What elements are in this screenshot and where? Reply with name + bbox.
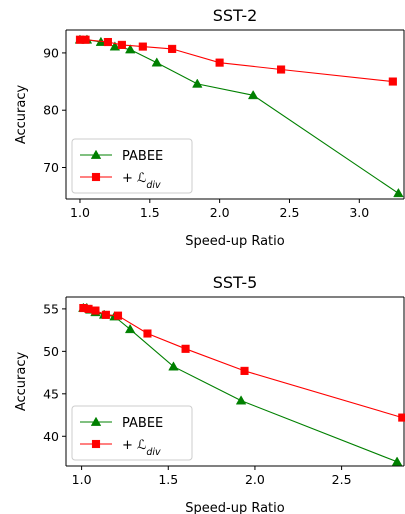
x-tick-label: 1.5 [158,472,178,487]
x-tick-label: 1.0 [72,472,92,487]
data-point [247,90,259,100]
y-tick-label: 80 [43,103,59,118]
y-axis-label: Accuracy [14,85,29,145]
x-axis-label: Speed-up Ratio [185,234,284,249]
legend-marker [91,439,101,449]
data-point [109,41,121,51]
y-tick-label: 50 [43,344,59,359]
x-tick-label: 2.5 [280,205,300,220]
legend-label: PABEE [122,149,163,164]
series-square-group [79,303,405,422]
legend-label-subscript: div [146,180,161,191]
data-point [103,37,112,47]
legend: PABEE+ ℒdiv [71,138,193,194]
legend-marker [90,149,102,159]
data-point [91,306,100,315]
legend-label-subscript: div [146,447,161,458]
data-point [277,65,286,74]
legend-label: PABEE [122,416,163,431]
chart-panel-1: SST-2 1.0 1.5 2.0 2.5 3.0 70 80 90 Speed-up Ratio… [14,6,405,249]
data-point [393,187,404,198]
y-tick-label: 90 [43,45,59,60]
data-point [138,42,147,51]
y-tick-label: 40 [43,429,59,444]
data-point [125,44,136,54]
y-axis-label: Accuracy [14,352,29,412]
legend-box [71,405,193,461]
data-point [240,366,249,375]
chart-title: SST-2 [213,6,258,25]
chart-panel-2: SST-5 1.0 1.5 2.0 2.5 40 45 50 55 Speed-up Ratio A… [14,273,405,514]
x-tick-label: 1.0 [70,205,90,220]
x-tick-label: 2.0 [245,472,265,487]
data-point [124,323,136,334]
chart-title: SST-5 [213,273,258,292]
x-tick-label: 2.0 [210,205,230,220]
series-square-group [75,35,397,86]
data-point [192,78,203,88]
series-line [80,39,393,83]
x-axis-label: Speed-up Ratio [185,501,284,514]
legend-marker [91,172,101,182]
legend-marker [90,416,102,426]
data-point [113,311,123,320]
legend: PABEE+ ℒdiv [71,405,193,461]
data-point [168,361,179,371]
y-tick-label: 55 [43,301,59,316]
x-tick-label: 3.0 [349,205,369,220]
data-point [391,456,403,466]
y-tick-label: 45 [43,386,59,401]
data-point [181,344,190,353]
data-point [81,35,90,44]
data-point [84,304,93,313]
data-point [388,77,397,86]
y-tick-label: 70 [43,160,59,175]
data-point [235,395,247,405]
data-point [215,58,224,67]
data-point [101,310,110,319]
data-point [398,413,405,422]
x-tick-label: 2.5 [332,472,352,487]
x-tick-label: 1.5 [140,205,160,220]
data-point [168,44,177,53]
data-point [143,329,152,338]
data-point [117,40,126,49]
data-point [151,57,163,67]
legend-box [71,138,193,194]
